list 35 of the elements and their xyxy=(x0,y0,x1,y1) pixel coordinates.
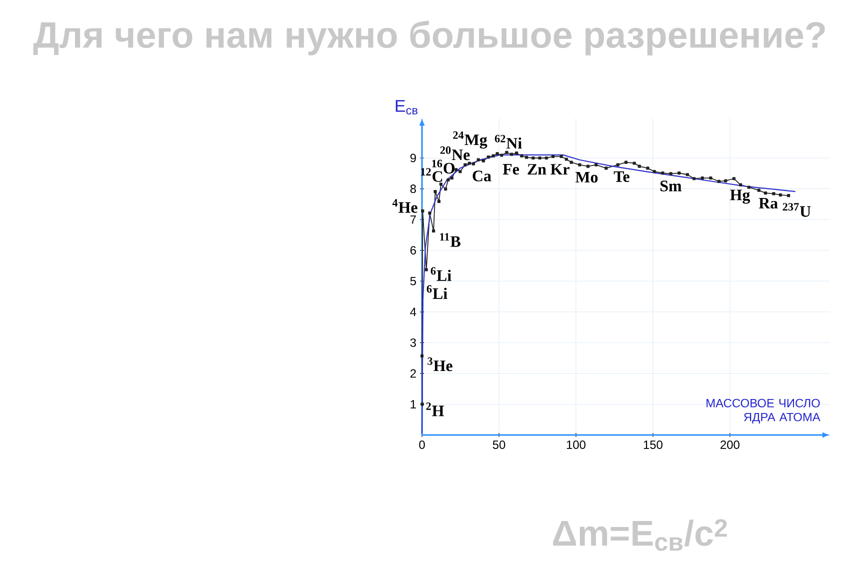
y-tick-label: 7 xyxy=(410,215,416,224)
y-tick-label: 2 xyxy=(410,369,416,378)
annotation: $^{3}$He xyxy=(428,357,452,372)
annotation: Kr xyxy=(550,164,570,175)
x-axis-title: МАССОВОЕ ЧИСЛО ЯДРА АТОМА xyxy=(706,398,820,424)
x-tick-label: 100 xyxy=(566,440,586,449)
annotation: $^{6}$Li xyxy=(430,267,452,281)
annotation: Zn xyxy=(528,164,546,175)
annotation: Ra xyxy=(758,198,778,209)
annotation: $^{11}$B xyxy=(440,233,460,247)
annotation: Ca xyxy=(472,170,492,182)
y-tick-label: 8 xyxy=(410,184,416,194)
y-tick-label: 6 xyxy=(410,246,416,255)
annotation: Hg xyxy=(730,190,750,204)
annotation: $^{237}$U xyxy=(782,203,811,217)
annotation: $^{24}$Mg xyxy=(453,131,488,149)
annotation: $^{2}$H xyxy=(426,402,444,416)
y-tick-label: 3 xyxy=(410,338,416,347)
annotation: Sm xyxy=(660,180,682,192)
x-tick-label: 0 xyxy=(419,440,425,449)
annotation: Te xyxy=(614,171,630,182)
y-tick-label: 4 xyxy=(410,308,416,316)
annotation: $^{62}$Ni xyxy=(494,134,522,149)
y-tick-label: 9 xyxy=(410,154,416,162)
x-tick-label: 200 xyxy=(720,440,740,449)
x-tick-label: 50 xyxy=(492,440,506,449)
annotation: $^{20}$Ne xyxy=(440,146,470,160)
y-tick-label: 5 xyxy=(410,276,416,286)
y-tick-label: 1 xyxy=(410,400,416,408)
y-axis-title: E$_{св}$ xyxy=(396,100,418,114)
annotation: $^{6}$Li xyxy=(426,285,448,299)
text: $^{4}$He xyxy=(392,199,418,213)
x-tick-label: 150 xyxy=(644,440,662,449)
annotation: Fe xyxy=(502,164,519,175)
annotation: Mo xyxy=(575,172,598,183)
